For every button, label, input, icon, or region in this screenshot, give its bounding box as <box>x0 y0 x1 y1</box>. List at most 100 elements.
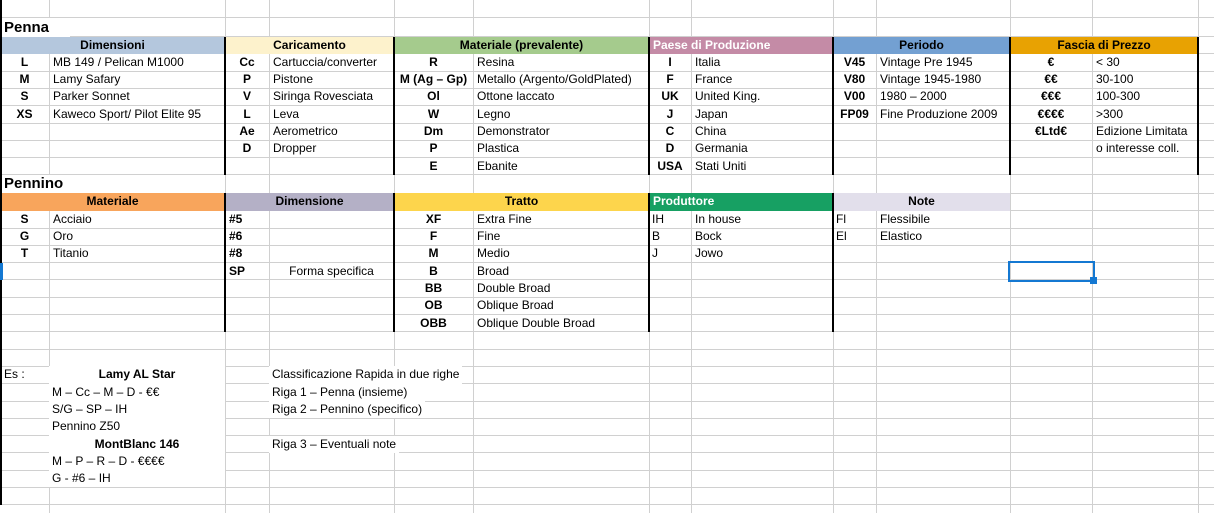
cell-label[interactable]: Jowo <box>695 246 724 261</box>
cell-label[interactable]: Japan <box>695 106 728 121</box>
cell-code[interactable]: P <box>429 141 438 156</box>
section-title-pennino[interactable]: Pennino <box>2 174 80 194</box>
example-line[interactable]: MontBlanc 146 <box>49 435 225 453</box>
cell-code[interactable]: B <box>652 229 661 243</box>
fill-handle[interactable] <box>1089 276 1097 284</box>
cell-label[interactable]: Fine <box>477 229 501 243</box>
cell-code[interactable]: Ae <box>239 124 255 138</box>
cell-code[interactable]: Fl <box>836 211 846 226</box>
cell-code[interactable]: Dm <box>423 124 444 138</box>
cell-code[interactable]: F <box>666 72 674 87</box>
cell-label[interactable]: Dropper <box>273 141 317 156</box>
cell-code[interactable]: V45 <box>843 54 866 69</box>
header-periodo[interactable]: Periodo <box>833 36 1010 54</box>
example-note[interactable]: Riga 3 – Eventuali note <box>269 435 400 453</box>
cell-code[interactable]: E <box>429 158 438 173</box>
cell-code[interactable]: OBB <box>420 315 447 330</box>
cell-label[interactable]: Double Broad <box>477 280 551 295</box>
cell-code[interactable]: € <box>1047 54 1055 69</box>
cell-label[interactable]: Oro <box>53 229 74 243</box>
cell-label[interactable]: Cartuccia/converter <box>273 54 378 69</box>
cell-label[interactable]: Resina <box>477 54 515 69</box>
cell-label[interactable]: Parker Sonnet <box>53 89 130 104</box>
cell-code[interactable]: R <box>429 54 438 69</box>
cell-label[interactable]: Siringa Rovesciata <box>273 89 374 104</box>
cell-code[interactable]: J <box>652 246 658 261</box>
cell-label[interactable]: Extra Fine <box>477 211 532 226</box>
cell-label[interactable]: China <box>695 124 727 138</box>
cell-code[interactable]: #6 <box>229 229 243 243</box>
cell-label[interactable]: Edizione Limitata <box>1096 124 1188 138</box>
example-line[interactable]: G - #6 – IH <box>49 470 225 488</box>
header-tratto[interactable]: Tratto <box>394 193 649 211</box>
cell-label[interactable]: Pistone <box>273 72 314 87</box>
cell-code[interactable]: L <box>20 54 29 69</box>
cell-label[interactable]: Kaweco Sport/ Pilot Elite 95 <box>53 106 202 121</box>
cell-label[interactable]: Flessibile <box>880 211 931 226</box>
cell-code[interactable]: P <box>242 72 251 87</box>
example-line[interactable]: Lamy AL Star <box>49 366 225 384</box>
header-fascia-di-prezzo[interactable]: Fascia di Prezzo <box>1010 36 1198 54</box>
cell-code[interactable]: T <box>20 246 29 261</box>
cell-code[interactable]: M <box>19 72 30 87</box>
cell-label[interactable]: Germania <box>695 141 748 156</box>
cell-label[interactable]: Oblique Double Broad <box>477 315 596 330</box>
header-paese-di-produzione[interactable]: Paese di Produzione <box>649 36 833 54</box>
cell-code[interactable]: V80 <box>843 72 866 87</box>
cell-code[interactable]: €Ltd€ <box>1034 124 1067 138</box>
cell-code[interactable]: €€€ <box>1040 89 1062 104</box>
cell-label[interactable]: < 30 <box>1096 54 1120 69</box>
cell-code[interactable]: F <box>429 229 438 243</box>
cell-code[interactable]: M (Ag – Gp) <box>399 72 468 87</box>
cell-label[interactable]: Bock <box>695 229 722 243</box>
cell-label[interactable]: Lamy Safary <box>53 72 121 87</box>
cell-code[interactable]: Cc <box>239 54 255 69</box>
cell-code[interactable]: S <box>20 211 29 226</box>
cell-code[interactable]: #8 <box>229 246 243 261</box>
cell-code[interactable]: OB <box>424 298 443 313</box>
cell-label[interactable]: Metallo (Argento/GoldPlated) <box>477 72 632 87</box>
header-note[interactable]: Note <box>833 193 1010 211</box>
cell-label[interactable]: Fine Produzione 2009 <box>880 106 998 121</box>
cell-label[interactable]: In house <box>695 211 742 226</box>
cell-label[interactable]: Stati Uniti <box>695 158 747 173</box>
cell-code[interactable]: XS <box>16 106 33 121</box>
cell-code[interactable]: Ol <box>427 89 440 104</box>
cell-code[interactable]: IH <box>652 211 664 226</box>
cell-label[interactable]: Demonstrator <box>477 124 550 138</box>
cell-label[interactable]: Plastica <box>477 141 520 156</box>
cell-code[interactable]: UK <box>661 89 679 104</box>
cell-label[interactable]: Elastico <box>880 229 923 243</box>
cell-label[interactable]: Aerometrico <box>273 124 338 138</box>
cell-label[interactable]: France <box>695 72 733 87</box>
cell-code[interactable]: J <box>666 106 674 121</box>
cell-label[interactable]: Oblique Broad <box>477 298 554 313</box>
header-caricamento[interactable]: Caricamento <box>225 36 394 54</box>
cell-label[interactable]: Acciaio <box>53 211 92 226</box>
examples-label[interactable]: Es : <box>4 367 25 382</box>
header-dimensione[interactable]: Dimensione <box>225 193 394 211</box>
example-line[interactable]: Pennino Z50 <box>49 418 225 436</box>
cell-code[interactable]: B <box>429 263 438 278</box>
cell-label[interactable]: Forma specifica <box>289 263 374 278</box>
cell-label[interactable]: Broad <box>477 263 510 278</box>
selected-cell[interactable] <box>1007 260 1097 284</box>
cell-label[interactable]: Titanio <box>53 246 89 261</box>
cell-label[interactable]: MB 149 / Pelican M1000 <box>53 54 184 69</box>
cell-code[interactable]: USA <box>657 158 683 173</box>
cell-code[interactable]: SP <box>229 263 246 278</box>
cell-label[interactable]: Legno <box>477 106 511 121</box>
cell-label[interactable]: Medio <box>477 246 510 261</box>
cell-label[interactable]: Italia <box>695 54 721 69</box>
example-note[interactable]: Classificazione Rapida in due righe <box>269 366 463 384</box>
example-line[interactable]: M – Cc – M – D - €€ <box>49 383 225 401</box>
cell-code[interactable]: V <box>242 89 251 104</box>
example-note[interactable]: Riga 1 – Penna (insieme) <box>269 383 411 401</box>
cell-label[interactable]: Ottone laccato <box>477 89 555 104</box>
cell-code[interactable]: #5 <box>229 211 243 226</box>
cell-label[interactable]: Vintage Pre 1945 <box>880 54 973 69</box>
cell-code[interactable]: €€ <box>1044 72 1058 87</box>
cell-label[interactable]: 30-100 <box>1096 72 1134 87</box>
cell-label[interactable]: 1980 – 2000 <box>880 89 947 104</box>
cell-label[interactable]: United King. <box>695 89 761 104</box>
